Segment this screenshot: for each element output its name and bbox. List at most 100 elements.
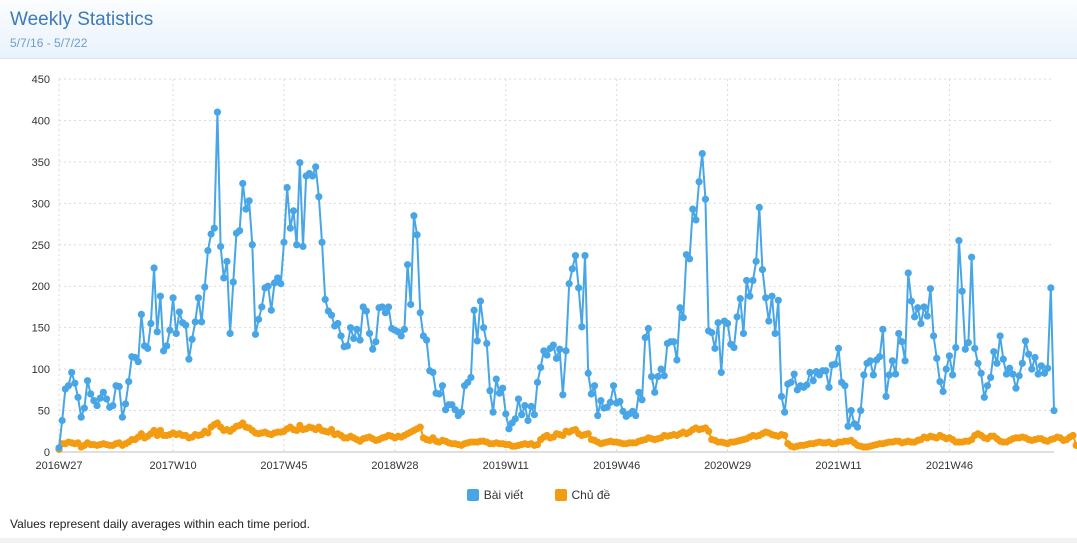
data-point-bai-viet <box>204 246 212 255</box>
data-point-bai-viet <box>841 382 849 390</box>
data-point-bai-viet <box>74 393 82 401</box>
data-point-bai-viet <box>156 292 164 300</box>
data-point-bai-viet <box>492 375 500 383</box>
data-point-bai-viet <box>258 303 266 311</box>
data-point-bai-viet <box>749 276 757 285</box>
y-tick-label: 0 <box>44 447 50 459</box>
data-point-bai-viet <box>64 382 73 390</box>
data-point-bai-viet <box>755 203 763 212</box>
data-point-bai-viet <box>378 303 386 311</box>
data-point-bai-viet <box>993 359 1001 367</box>
data-point-bai-viet <box>248 241 256 249</box>
data-point-bai-viet <box>939 387 947 396</box>
data-point-bai-viet <box>739 329 748 338</box>
legend-label-chu-de: Chủ đề <box>571 488 611 502</box>
data-point-bai-viet <box>467 373 475 381</box>
data-point-bai-viet <box>251 330 260 338</box>
data-point-bai-viet <box>255 315 263 323</box>
y-tick-label: 100 <box>32 364 50 376</box>
data-point-bai-viet <box>806 368 814 377</box>
y-tick-label: 300 <box>32 198 50 210</box>
data-point-bai-viet <box>530 411 538 419</box>
data-point-bai-viet <box>581 251 589 260</box>
data-point-bai-viet <box>514 395 523 403</box>
chart-footnote: Values represent daily averages within e… <box>10 517 310 531</box>
data-point-bai-viet <box>736 295 744 303</box>
data-point-bai-viet <box>758 266 767 274</box>
data-point-bai-viet <box>293 241 301 249</box>
data-point-bai-viet <box>80 404 88 412</box>
data-point-bai-viet <box>350 334 358 343</box>
data-point-bai-viet <box>191 318 199 326</box>
data-point-bai-viet <box>407 300 415 309</box>
data-point-bai-viet <box>188 335 196 343</box>
data-point-bai-viet <box>505 425 513 433</box>
data-point-bai-viet <box>733 313 741 321</box>
data-point-bai-viet <box>369 345 377 353</box>
data-point-bai-viet <box>609 382 618 390</box>
data-point-bai-viet <box>647 372 656 381</box>
data-point-bai-viet <box>153 328 161 336</box>
data-point-bai-viet <box>945 352 954 360</box>
data-point-bai-viet <box>857 406 865 415</box>
data-point-bai-viet <box>752 257 760 265</box>
data-point-bai-viet <box>584 369 592 377</box>
data-point-bai-viet <box>71 379 79 387</box>
data-point-bai-viet <box>822 367 830 375</box>
data-point-bai-viet <box>673 356 681 364</box>
data-point-bai-viet <box>590 382 599 390</box>
data-point-bai-viet <box>999 355 1007 363</box>
data-point-bai-viet <box>286 224 294 232</box>
data-point-bai-viet <box>274 274 282 282</box>
data-point-bai-viet <box>644 324 652 333</box>
data-point-bai-viet <box>777 392 786 401</box>
data-point-bai-viet <box>853 423 862 431</box>
data-point-bai-viet <box>926 285 935 293</box>
data-point-bai-viet <box>213 108 222 116</box>
data-point-bai-viet <box>83 377 92 385</box>
data-point-bai-viet <box>1012 384 1020 392</box>
data-point-bai-viet <box>762 294 770 302</box>
data-point-bai-viet <box>223 257 231 265</box>
legend-item-bai-viet[interactable]: Bài viết <box>466 488 524 502</box>
data-point-bai-viet <box>163 342 171 350</box>
data-point-bai-viet <box>587 390 595 398</box>
data-point-bai-viet <box>422 336 431 344</box>
data-point-bai-viet <box>1021 337 1030 345</box>
data-point-chu-de <box>204 429 212 437</box>
legend-swatch-bai-viet <box>466 489 479 501</box>
data-point-bai-viet <box>559 391 567 399</box>
data-point-bai-viet <box>283 183 291 192</box>
data-point-bai-viet <box>217 242 225 251</box>
legend-item-chu-de[interactable]: Chủ đề <box>554 488 611 502</box>
data-point-bai-viet <box>676 304 684 312</box>
data-point-bai-viet <box>968 253 976 261</box>
data-point-bai-viet <box>543 351 551 359</box>
data-point-bai-viet <box>974 359 982 367</box>
data-point-bai-viet <box>708 329 716 337</box>
data-point-bai-viet <box>308 172 317 180</box>
data-point-bai-viet <box>483 339 491 348</box>
date-range: 5/7/16 - 5/7/22 <box>10 36 88 50</box>
data-point-bai-viet <box>489 408 497 416</box>
data-point-bai-viet <box>746 292 754 300</box>
data-point-bai-viet <box>457 408 466 416</box>
data-point-bai-viet <box>125 377 133 386</box>
data-point-bai-viet <box>321 295 329 304</box>
data-point-bai-viet <box>552 354 561 362</box>
data-point-bai-viet <box>239 179 247 188</box>
data-point-bai-viet <box>958 287 966 295</box>
data-point-bai-viet <box>929 332 938 340</box>
legend-label-bai-viet: Bài viết <box>483 488 524 502</box>
data-point-bai-viet <box>689 205 697 213</box>
data-point-bai-viet <box>134 358 142 366</box>
data-point-bai-viet <box>1006 364 1014 372</box>
data-point-bai-viet <box>486 387 494 395</box>
data-point-bai-viet <box>990 348 998 356</box>
y-tick-label: 450 <box>32 74 50 86</box>
data-point-bai-viet <box>790 370 798 378</box>
data-point-bai-viet <box>1037 362 1045 370</box>
data-point-bai-viet <box>334 319 342 328</box>
data-point-bai-viet <box>384 303 393 311</box>
